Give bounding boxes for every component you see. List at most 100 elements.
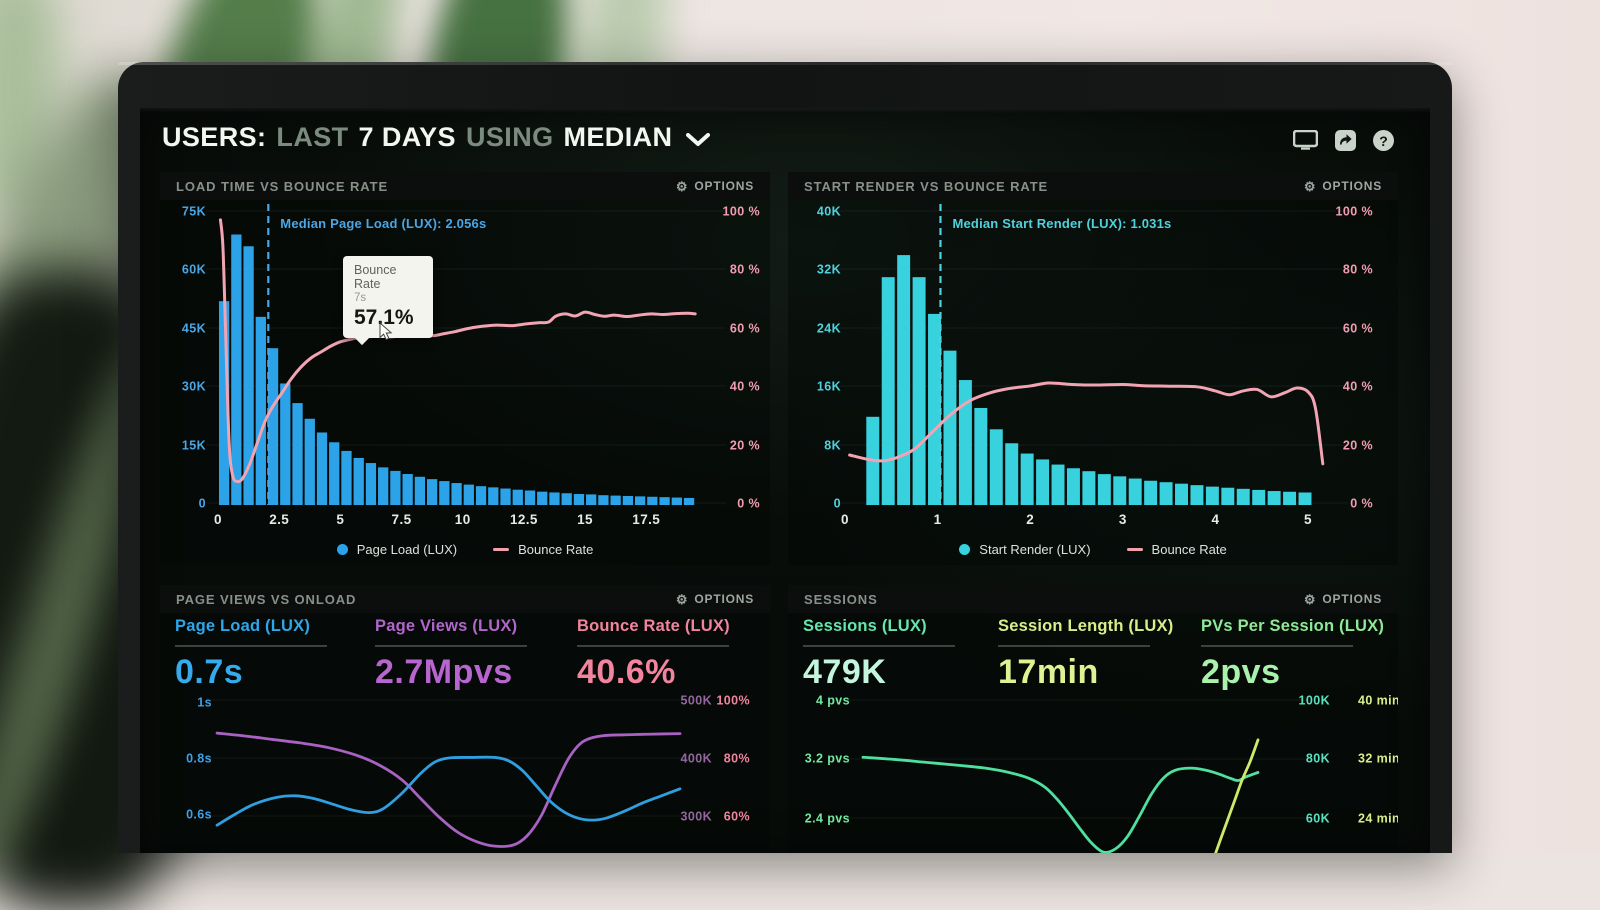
metric-pvs-per-session: PVs Per Session (LUX) 2pvs: [1201, 617, 1391, 692]
header-title-part: LAST: [276, 122, 348, 153]
svg-text:60K: 60K: [1306, 812, 1330, 826]
svg-text:30K: 30K: [182, 380, 206, 394]
svg-text:100 %: 100 %: [723, 205, 760, 219]
legend-item-page-load[interactable]: Page Load (LUX): [337, 542, 457, 557]
options-button[interactable]: ⚙ OPTIONS: [1304, 179, 1382, 193]
metric-session-length: Session Length (LUX) 17min: [998, 617, 1188, 692]
svg-text:0: 0: [834, 497, 841, 511]
metric-value: 479K: [803, 653, 993, 692]
svg-text:10: 10: [455, 512, 471, 527]
svg-text:80 %: 80 %: [1343, 263, 1373, 277]
metric-label: Sessions (LUX): [803, 617, 993, 636]
svg-text:40 min: 40 min: [1358, 694, 1398, 708]
svg-text:15K: 15K: [182, 439, 206, 453]
header-title-part: USING: [466, 122, 554, 153]
svg-text:75K: 75K: [182, 205, 206, 219]
header-title-part: USERS:: [162, 122, 266, 153]
svg-text:24 min: 24 min: [1358, 812, 1398, 826]
metric-underline: [803, 645, 955, 647]
metric-value: 2pvs: [1201, 653, 1391, 692]
svg-text:40 %: 40 %: [1343, 380, 1373, 394]
metric-page-load: Page Load (LUX) 0.7s: [175, 617, 365, 692]
svg-text:100%: 100%: [716, 694, 750, 708]
svg-text:500K: 500K: [681, 694, 712, 708]
svg-text:5: 5: [1304, 512, 1312, 527]
legend-item-bounce-rate[interactable]: Bounce Rate: [1127, 542, 1227, 557]
metric-sessions: Sessions (LUX) 479K: [803, 617, 993, 692]
svg-text:60 %: 60 %: [730, 322, 760, 336]
svg-text:4 pvs: 4 pvs: [816, 694, 850, 708]
svg-text:0: 0: [199, 497, 206, 511]
options-button[interactable]: ⚙ OPTIONS: [676, 179, 754, 193]
svg-text:Median Page Load (LUX): 2.056s: Median Page Load (LUX): 2.056s: [280, 216, 486, 231]
options-label: OPTIONS: [694, 179, 754, 193]
metric-label: PVs Per Session (LUX): [1201, 617, 1391, 636]
legend-item-start-render[interactable]: Start Render (LUX): [959, 542, 1090, 557]
svg-text:80K: 80K: [1306, 752, 1330, 766]
metric-label: Page Load (LUX): [175, 617, 365, 636]
svg-text:60%: 60%: [724, 810, 750, 824]
panel-title: START RENDER VS BOUNCE RATE: [804, 179, 1048, 194]
display-icon[interactable]: [1293, 130, 1318, 151]
panel-title: LOAD TIME VS BOUNCE RATE: [176, 179, 388, 194]
svg-text:0 %: 0 %: [1350, 497, 1373, 511]
svg-text:0: 0: [841, 512, 849, 527]
svg-text:20 %: 20 %: [1343, 439, 1373, 453]
svg-text:300K: 300K: [681, 810, 712, 824]
metric-underline: [175, 645, 327, 647]
svg-text:8K: 8K: [824, 439, 841, 453]
metric-underline: [577, 645, 729, 647]
svg-text:0.6s: 0.6s: [186, 808, 212, 822]
legend-line: [493, 548, 509, 552]
svg-text:15: 15: [577, 512, 593, 527]
header-title-part: 7 DAYS: [359, 122, 456, 153]
svg-text:2.5: 2.5: [269, 512, 289, 527]
svg-text:16K: 16K: [817, 380, 841, 394]
svg-text:2.4 pvs: 2.4 pvs: [805, 812, 850, 826]
svg-text:60K: 60K: [182, 263, 206, 277]
tooltip-bucket: 7s: [354, 292, 422, 304]
mouse-cursor: [379, 322, 394, 341]
svg-text:17.5: 17.5: [632, 512, 660, 527]
svg-text:4: 4: [1211, 512, 1219, 527]
svg-text:80 %: 80 %: [730, 263, 760, 277]
svg-text:2: 2: [1026, 512, 1034, 527]
metric-value: 40.6%: [577, 653, 767, 692]
svg-text:32 min: 32 min: [1358, 752, 1398, 766]
metric-underline: [998, 645, 1150, 647]
panel-start-render-vs-bounce-rate: START RENDER VS BOUNCE RATE ⚙ OPTIONS 40…: [788, 172, 1398, 565]
svg-text:100 %: 100 %: [1336, 205, 1373, 219]
options-label: OPTIONS: [1322, 179, 1382, 193]
metric-page-views: Page Views (LUX) 2.7Mpvs: [375, 617, 565, 692]
period-selector[interactable]: USERS: LAST 7 DAYS USING MEDIAN: [162, 122, 710, 153]
help-icon[interactable]: ?: [1373, 130, 1394, 151]
svg-text:20 %: 20 %: [730, 439, 760, 453]
share-icon[interactable]: [1335, 130, 1356, 151]
svg-text:40 %: 40 %: [730, 380, 760, 394]
metric-label: Page Views (LUX): [375, 617, 565, 636]
svg-text:12.5: 12.5: [510, 512, 538, 527]
metric-underline: [375, 645, 527, 647]
tooltip-series: Bounce Rate: [354, 263, 422, 291]
help-glyph: ?: [1379, 133, 1388, 149]
metric-value: 17min: [998, 653, 1188, 692]
legend-item-bounce-rate[interactable]: Bounce Rate: [493, 542, 593, 557]
metric-value: 0.7s: [175, 653, 365, 692]
legend-label: Bounce Rate: [1152, 542, 1227, 557]
svg-text:60 %: 60 %: [1343, 322, 1373, 336]
legend-label: Bounce Rate: [518, 542, 593, 557]
svg-text:0: 0: [214, 512, 222, 527]
svg-text:Median Start Render (LUX): 1.0: Median Start Render (LUX): 1.031s: [952, 216, 1171, 231]
legend-dot: [337, 544, 348, 555]
svg-text:3: 3: [1119, 512, 1127, 527]
gear-icon: ⚙: [1304, 180, 1316, 193]
panel-load-time-vs-bounce-rate: LOAD TIME VS BOUNCE RATE ⚙ OPTIONS 75K 60…: [160, 172, 770, 565]
svg-text:0.8s: 0.8s: [186, 752, 212, 766]
svg-text:1s: 1s: [197, 696, 212, 710]
svg-text:0 %: 0 %: [737, 497, 760, 511]
svg-text:40K: 40K: [817, 205, 841, 219]
